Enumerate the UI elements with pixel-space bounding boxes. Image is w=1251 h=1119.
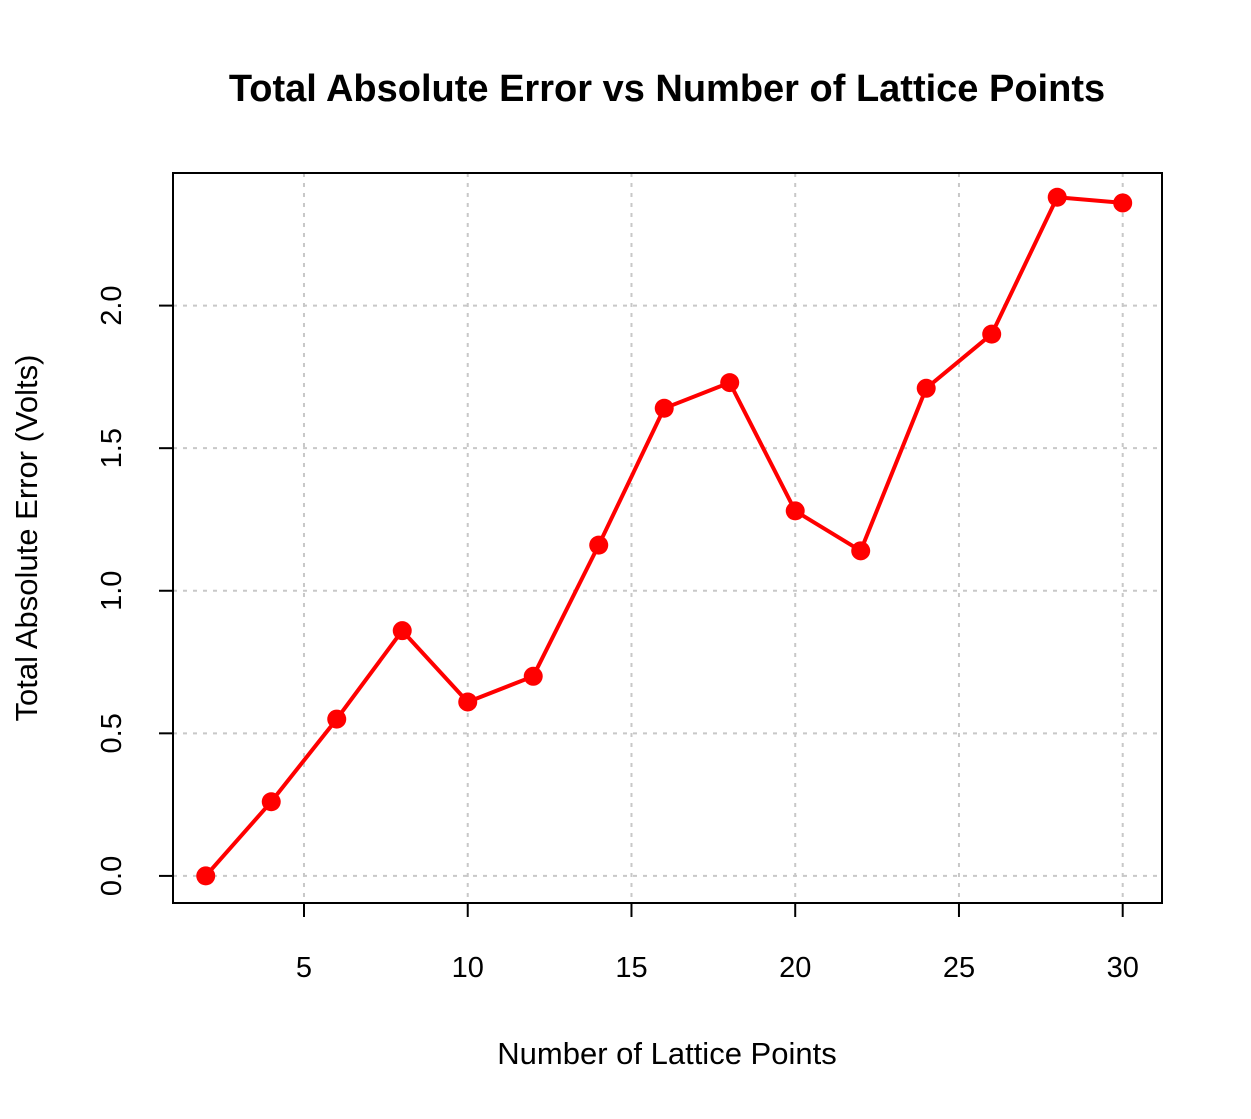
data-point bbox=[1113, 193, 1133, 213]
data-point bbox=[720, 373, 740, 393]
data-point bbox=[851, 541, 871, 561]
x-axis: 5 10 15 20 25 30 bbox=[296, 903, 1139, 984]
data-point bbox=[654, 398, 674, 418]
data-point bbox=[392, 621, 412, 641]
series-line-layer bbox=[204, 195, 1123, 878]
data-point bbox=[327, 709, 347, 729]
y-axis: 0.0 0.5 1.0 1.5 2.0 bbox=[96, 285, 173, 896]
data-point bbox=[458, 692, 478, 712]
y-tick-label: 0.0 bbox=[96, 856, 128, 896]
data-point bbox=[261, 792, 281, 812]
x-tick-label: 15 bbox=[615, 952, 647, 984]
data-point bbox=[196, 866, 216, 886]
data-points-layer bbox=[196, 187, 1133, 886]
y-tick-label: 0.5 bbox=[96, 713, 128, 753]
x-tick-label: 5 bbox=[296, 952, 312, 984]
data-point bbox=[982, 324, 1002, 344]
x-tick-label: 30 bbox=[1107, 952, 1139, 984]
series-line bbox=[204, 195, 1123, 878]
data-point bbox=[785, 501, 805, 521]
plot-frame bbox=[172, 172, 1163, 904]
y-tick-label: 1.0 bbox=[96, 571, 128, 611]
x-tick-label: 10 bbox=[452, 952, 484, 984]
y-axis-label: Total Absolute Error (Volts) bbox=[9, 355, 44, 722]
data-point bbox=[1047, 187, 1067, 207]
x-axis-label: Number of Lattice Points bbox=[497, 1036, 836, 1071]
data-point bbox=[523, 666, 543, 686]
data-point bbox=[916, 378, 936, 398]
data-point bbox=[589, 535, 609, 555]
x-tick-label: 20 bbox=[779, 952, 811, 984]
y-tick-label: 1.5 bbox=[96, 428, 128, 468]
x-tick-label: 25 bbox=[943, 952, 975, 984]
grid-layer bbox=[173, 173, 1162, 903]
chart-title: Total Absolute Error vs Number of Lattic… bbox=[229, 68, 1105, 110]
y-tick-label: 2.0 bbox=[96, 285, 128, 325]
